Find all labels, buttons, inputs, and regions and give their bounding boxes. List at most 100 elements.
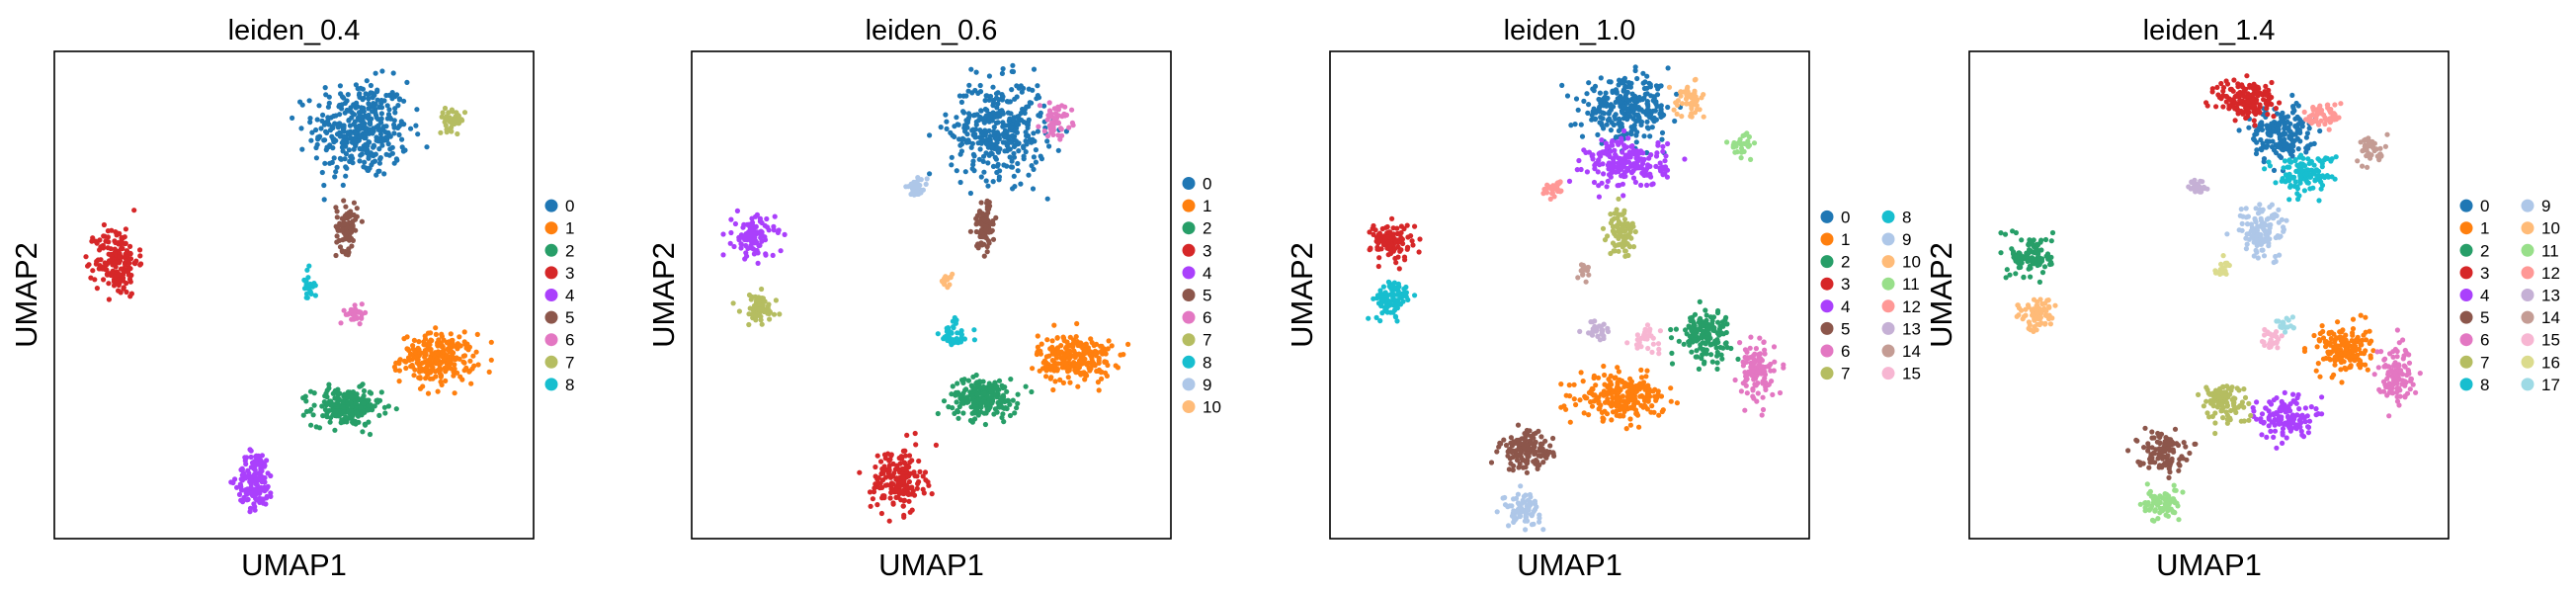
scatter-points [83,68,494,515]
data-point [446,358,452,364]
data-point [428,337,434,343]
legend-item: 3 [1820,275,1850,294]
data-point [2301,348,2308,354]
data-point [312,293,318,298]
data-point [1374,293,1381,298]
data-point [448,331,454,337]
data-point [1662,158,1668,164]
data-point [1036,124,1041,129]
data-point [468,381,474,386]
data-point [1606,79,1613,85]
data-point [1574,167,1580,173]
data-point [1012,184,1018,190]
data-point [913,442,919,448]
data-point [894,463,900,468]
data-point [1641,133,1647,139]
data-point [379,68,385,74]
data-point [392,106,398,112]
cluster-6 [1036,100,1076,142]
legend-label: 6 [565,331,574,350]
data-point [749,219,756,225]
data-point [1014,129,1020,135]
cluster-2 [1998,228,2056,285]
data-point [242,487,249,493]
data-point [332,389,338,395]
data-point [303,295,309,300]
data-point [933,442,940,448]
data-point [1712,338,1718,344]
data-point [1692,311,1699,317]
panel-title: leiden_1.4 [2143,15,2276,46]
data-point [268,472,274,479]
data-point [2290,105,2296,111]
data-point [978,140,984,146]
data-point [354,206,360,211]
legend-marker [1820,367,1834,381]
data-point [1631,123,1637,128]
legend-marker [544,266,558,280]
data-point [1760,406,1767,413]
data-point [942,334,948,340]
data-point [1613,112,1619,118]
data-point [1029,388,1035,395]
data-point [950,132,956,138]
data-point [958,331,964,337]
data-point [1741,148,1747,154]
data-point [728,216,734,222]
data-point [1653,397,1659,403]
data-point [1602,372,1608,379]
data-point [1763,386,1769,392]
data-point [311,390,317,396]
data-point [436,337,442,343]
data-point [1059,114,1065,120]
data-point [1589,403,1596,409]
data-point [347,131,353,137]
legend-item: 7 [1182,331,1211,350]
data-point [2339,380,2345,385]
data-point [1703,307,1708,313]
data-point [370,151,375,157]
legend-label: 13 [1902,319,1921,338]
data-point [1608,211,1614,217]
data-point [359,301,365,307]
data-point [313,144,319,151]
data-point [376,412,382,418]
data-point [342,110,348,116]
data-point [1393,260,1399,266]
data-point [451,373,457,379]
data-point [2010,249,2017,255]
data-point [999,394,1005,400]
data-point [911,469,917,475]
cluster-2 [935,372,1035,428]
panel-title: leiden_1.0 [1504,15,1636,46]
data-point [385,141,391,147]
data-point [1009,125,1015,130]
data-point [1018,181,1024,187]
data-point [1596,406,1602,412]
data-point [1747,345,1753,351]
data-point [1055,147,1061,153]
panel-leiden_1.0: leiden_1.0UMAP1UMAP201234567891011121314… [1285,15,1921,582]
data-point [1529,522,1535,528]
data-point [1538,434,1544,440]
data-point [2361,332,2367,338]
data-point [1723,314,1729,320]
data-point [2341,341,2347,347]
data-point [83,254,89,260]
data-point [475,362,481,368]
data-point [1626,98,1632,104]
data-point [1632,64,1638,70]
data-point [1612,147,1618,153]
data-point [374,97,380,103]
x-axis-label: UMAP1 [878,548,984,582]
legend-marker [1182,333,1196,347]
data-point [342,236,348,242]
data-point [1651,409,1657,415]
data-point [425,330,431,336]
data-point [2358,312,2364,318]
data-point [2311,332,2317,339]
data-point [1076,352,1082,358]
data-point [1532,498,1537,504]
data-point [981,385,987,391]
data-point [1533,430,1538,436]
